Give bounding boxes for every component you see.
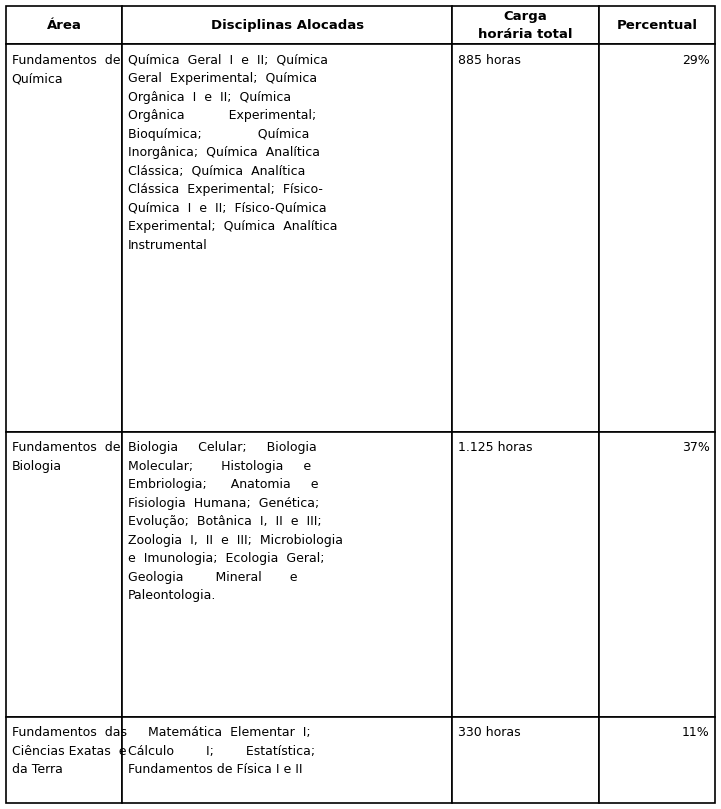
Text: 1.125 horas: 1.125 horas xyxy=(458,441,533,455)
Text: Área: Área xyxy=(47,19,81,32)
Bar xyxy=(598,6,715,44)
Text: 11%: 11% xyxy=(682,726,709,739)
Bar xyxy=(452,44,598,431)
Text: 885 horas: 885 horas xyxy=(458,53,521,66)
Bar xyxy=(6,44,123,431)
Bar xyxy=(6,431,123,717)
Text: Biologia     Celular;     Biologia
Molecular;       Histologia     e
Embriologia: Biologia Celular; Biologia Molecular; Hi… xyxy=(128,441,343,602)
Bar xyxy=(452,431,598,717)
Text: Matemática  Elementar  I;
Cálculo        I;        Estatística;
Fundamentos de F: Matemática Elementar I; Cálculo I; Estat… xyxy=(128,726,315,777)
Bar xyxy=(123,431,452,717)
Bar xyxy=(6,6,123,44)
Text: Disciplinas Alocadas: Disciplinas Alocadas xyxy=(211,19,364,32)
Text: Carga
horária total: Carga horária total xyxy=(478,10,572,40)
Bar xyxy=(123,6,452,44)
Text: Percentual: Percentual xyxy=(616,19,697,32)
Bar xyxy=(452,717,598,803)
Bar xyxy=(123,717,452,803)
Text: Química  Geral  I  e  II;  Química
Geral  Experimental;  Química
Orgânica  I  e : Química Geral I e II; Química Geral Expe… xyxy=(128,53,337,252)
Bar xyxy=(452,6,598,44)
Text: Fundamentos  de
Química: Fundamentos de Química xyxy=(12,53,120,85)
Text: 29%: 29% xyxy=(682,53,709,66)
Bar xyxy=(598,431,715,717)
Bar xyxy=(598,717,715,803)
Text: Fundamentos  das
Ciências Exatas  e
da Terra: Fundamentos das Ciências Exatas e da Ter… xyxy=(12,726,127,777)
Text: 37%: 37% xyxy=(681,441,709,455)
Bar xyxy=(6,717,123,803)
Bar xyxy=(123,44,452,431)
Text: Fundamentos  de
Biologia: Fundamentos de Biologia xyxy=(12,441,120,472)
Bar xyxy=(598,44,715,431)
Text: 330 horas: 330 horas xyxy=(458,726,521,739)
